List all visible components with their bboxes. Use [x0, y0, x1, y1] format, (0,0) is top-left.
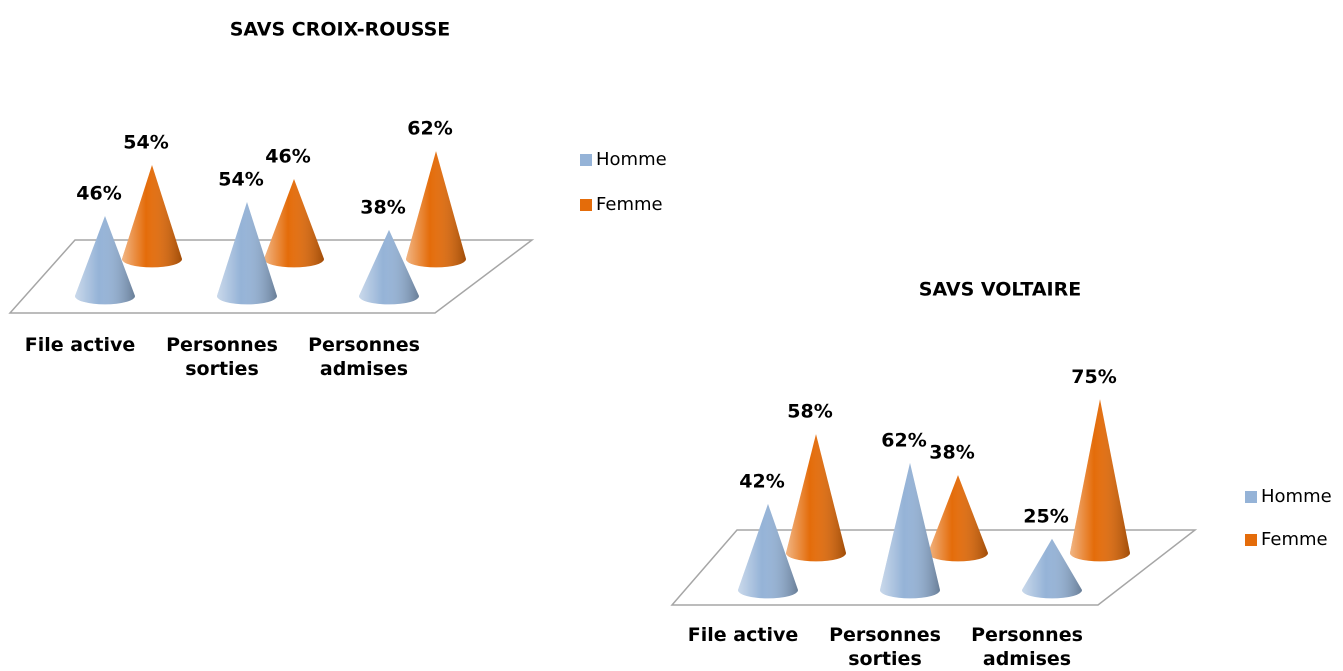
legend-swatch: [580, 154, 592, 166]
cone-shade: [928, 475, 988, 562]
legend-label: Femme: [1261, 529, 1328, 550]
category-label: Personnes sorties: [166, 334, 278, 380]
cone-shade: [264, 178, 324, 268]
data-label: 38%: [929, 442, 974, 464]
cone-shade: [880, 462, 940, 599]
chart-title: SAVS VOLTAIRE: [919, 279, 1081, 301]
cone-shade: [359, 229, 419, 305]
cone-shade: [738, 503, 798, 599]
cone-shade: [1022, 538, 1082, 599]
data-label: 25%: [1023, 505, 1068, 527]
legend-label: Femme: [596, 194, 663, 215]
data-label: 75%: [1071, 366, 1116, 388]
cone-shade: [1070, 399, 1130, 562]
data-label: 62%: [881, 429, 926, 451]
data-label: 54%: [123, 132, 168, 154]
data-label: 46%: [76, 182, 121, 204]
data-label: 62%: [407, 118, 452, 140]
legend-swatch: [580, 199, 592, 211]
cone-shade: [406, 151, 466, 268]
legend-label: Homme: [1261, 486, 1332, 507]
category-label: Personnes sorties: [829, 624, 941, 670]
data-label: 42%: [739, 470, 784, 492]
cone-shade: [217, 202, 277, 305]
cone-shade: [786, 434, 846, 562]
data-label: 54%: [218, 169, 263, 191]
cone-shade: [75, 215, 135, 305]
data-label: 58%: [787, 401, 832, 423]
data-label: 46%: [265, 145, 310, 167]
legend-swatch: [1245, 534, 1257, 546]
data-label: 38%: [360, 196, 405, 218]
legend-swatch: [1245, 491, 1257, 503]
cone-shade: [122, 165, 182, 268]
chart-title: SAVS CROIX-ROUSSE: [230, 19, 451, 41]
category-label: Personnes admises: [971, 624, 1083, 670]
legend-label: Homme: [596, 149, 667, 170]
category-label: File active: [25, 334, 135, 356]
category-label: Personnes admises: [308, 334, 420, 380]
category-label: File active: [688, 624, 798, 646]
